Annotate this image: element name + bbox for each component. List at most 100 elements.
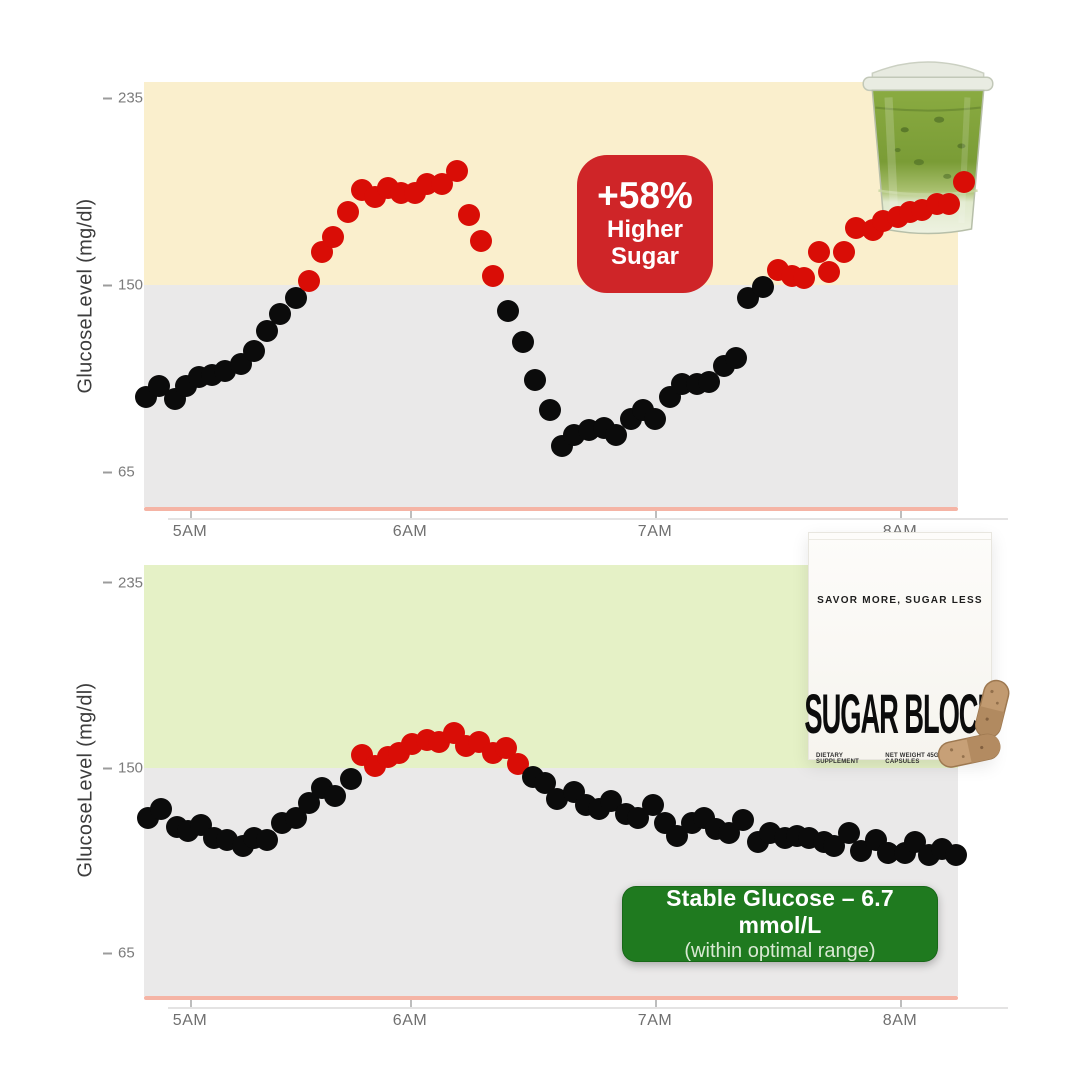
data-point [793, 267, 816, 290]
data-point [546, 787, 568, 810]
higher-sugar-word2: Sugar [610, 243, 679, 271]
capsule-upright [975, 679, 1010, 739]
data-point [641, 794, 664, 817]
x-axis-tick [655, 1000, 657, 1007]
x-axis-tick [410, 511, 412, 518]
capsule-lying [937, 733, 1001, 768]
data-point [337, 201, 360, 224]
product-tagline: SAVOR MORE, SUGAR LESS [817, 595, 983, 606]
data-point [256, 828, 278, 851]
product-brand: SUGAR BLOCK [804, 680, 997, 746]
x-axis-label: 6AM [392, 523, 428, 540]
data-point [732, 809, 755, 832]
y-tick-label: 65 [118, 944, 135, 962]
data-point [269, 302, 292, 325]
x-axis-tick [900, 511, 902, 518]
below-threshold-band [144, 285, 958, 507]
y-tick-dash [103, 952, 112, 955]
data-point [430, 172, 453, 195]
data-point [457, 203, 480, 226]
data-point [938, 192, 960, 215]
y-axis-title-top: GlucoseLevel (mg/dl) [74, 198, 97, 394]
y-tick-dash [103, 471, 112, 473]
product-meta-left: DIETARY SUPPLEMENT [816, 753, 860, 765]
data-point [822, 835, 845, 858]
y-tick-dash [103, 581, 112, 584]
cup-lid-dome [871, 61, 985, 80]
box-flap-line [809, 539, 991, 540]
y-tick-label: 235 [118, 574, 144, 592]
cup-lid-rim [862, 76, 994, 92]
x-axis-tick [900, 1000, 902, 1007]
data-point [256, 320, 278, 343]
x-axis-label: 7AM [637, 1012, 673, 1029]
y-axis-tick: 65 [103, 464, 135, 481]
data-point [297, 791, 320, 814]
data-point [837, 822, 860, 845]
data-point [242, 340, 265, 362]
stable-glucose-note: (within optimal range) [684, 939, 876, 962]
data-point [445, 159, 468, 182]
data-point [717, 822, 740, 845]
x-axis-label: 7AM [637, 523, 673, 540]
capsules-image [937, 679, 1010, 768]
y-tick-label: 235 [118, 89, 144, 107]
data-point [297, 269, 320, 292]
data-point [497, 300, 519, 323]
x-axis-label: 6AM [392, 1012, 428, 1029]
y-axis-tick: 150 [103, 277, 143, 294]
data-point [322, 225, 344, 248]
data-point [324, 785, 347, 808]
higher-sugar-word1: Higher [606, 215, 683, 243]
y-axis-tick: 235 [103, 90, 143, 107]
data-point [284, 807, 307, 830]
x-axis-label: 5AM [172, 523, 208, 540]
y-tick-label: 150 [118, 276, 144, 294]
data-point [844, 216, 867, 239]
data-point [952, 170, 975, 193]
higher-sugar-badge: +58% Higher Sugar [577, 155, 713, 293]
x-axis-label: 5AM [172, 1012, 208, 1029]
data-point [832, 241, 855, 263]
plot-baseline [144, 996, 958, 1000]
x-axis-tick [190, 1000, 192, 1007]
data-point [150, 798, 173, 821]
data-point [817, 260, 840, 283]
data-point [751, 276, 774, 299]
y-axis-tick: 150 [103, 760, 143, 777]
data-point [148, 375, 171, 398]
data-point [697, 370, 720, 393]
x-axis-line [168, 1007, 1008, 1009]
product-meta-right: NET WEIGHT 45G | 90 CAPSULES [885, 753, 952, 765]
y-tick-dash [103, 97, 112, 99]
data-point [945, 844, 968, 867]
data-point [284, 287, 307, 310]
y-axis-tick: 65 [103, 945, 135, 962]
y-tick-label: 150 [118, 759, 144, 777]
data-point [506, 752, 529, 775]
data-point [666, 824, 689, 847]
y-axis-tick: 235 [103, 574, 143, 591]
y-tick-dash [103, 767, 112, 769]
x-axis-tick [190, 511, 192, 518]
y-tick-dash [103, 284, 112, 286]
x-axis-label: 8AM [882, 1012, 918, 1029]
higher-sugar-percent: +58% [597, 174, 693, 216]
data-point [470, 230, 493, 252]
x-axis-tick [655, 511, 657, 518]
y-axis-title-bottom: GlucoseLevel (mg/dl) [74, 682, 97, 878]
data-point [626, 807, 649, 830]
plot-baseline [144, 507, 958, 511]
y-tick-label: 65 [118, 463, 135, 481]
product-box: SAVOR MORE, SUGAR LESS SUGAR BLOCK DIETA… [804, 532, 997, 765]
data-point [511, 331, 534, 354]
data-point [523, 368, 546, 391]
data-point [604, 423, 627, 446]
data-point [538, 399, 561, 422]
data-point [339, 767, 362, 790]
x-axis-line [168, 518, 1008, 520]
data-point [876, 842, 899, 865]
data-point [724, 346, 747, 369]
data-point [808, 241, 831, 263]
data-point [482, 265, 505, 288]
